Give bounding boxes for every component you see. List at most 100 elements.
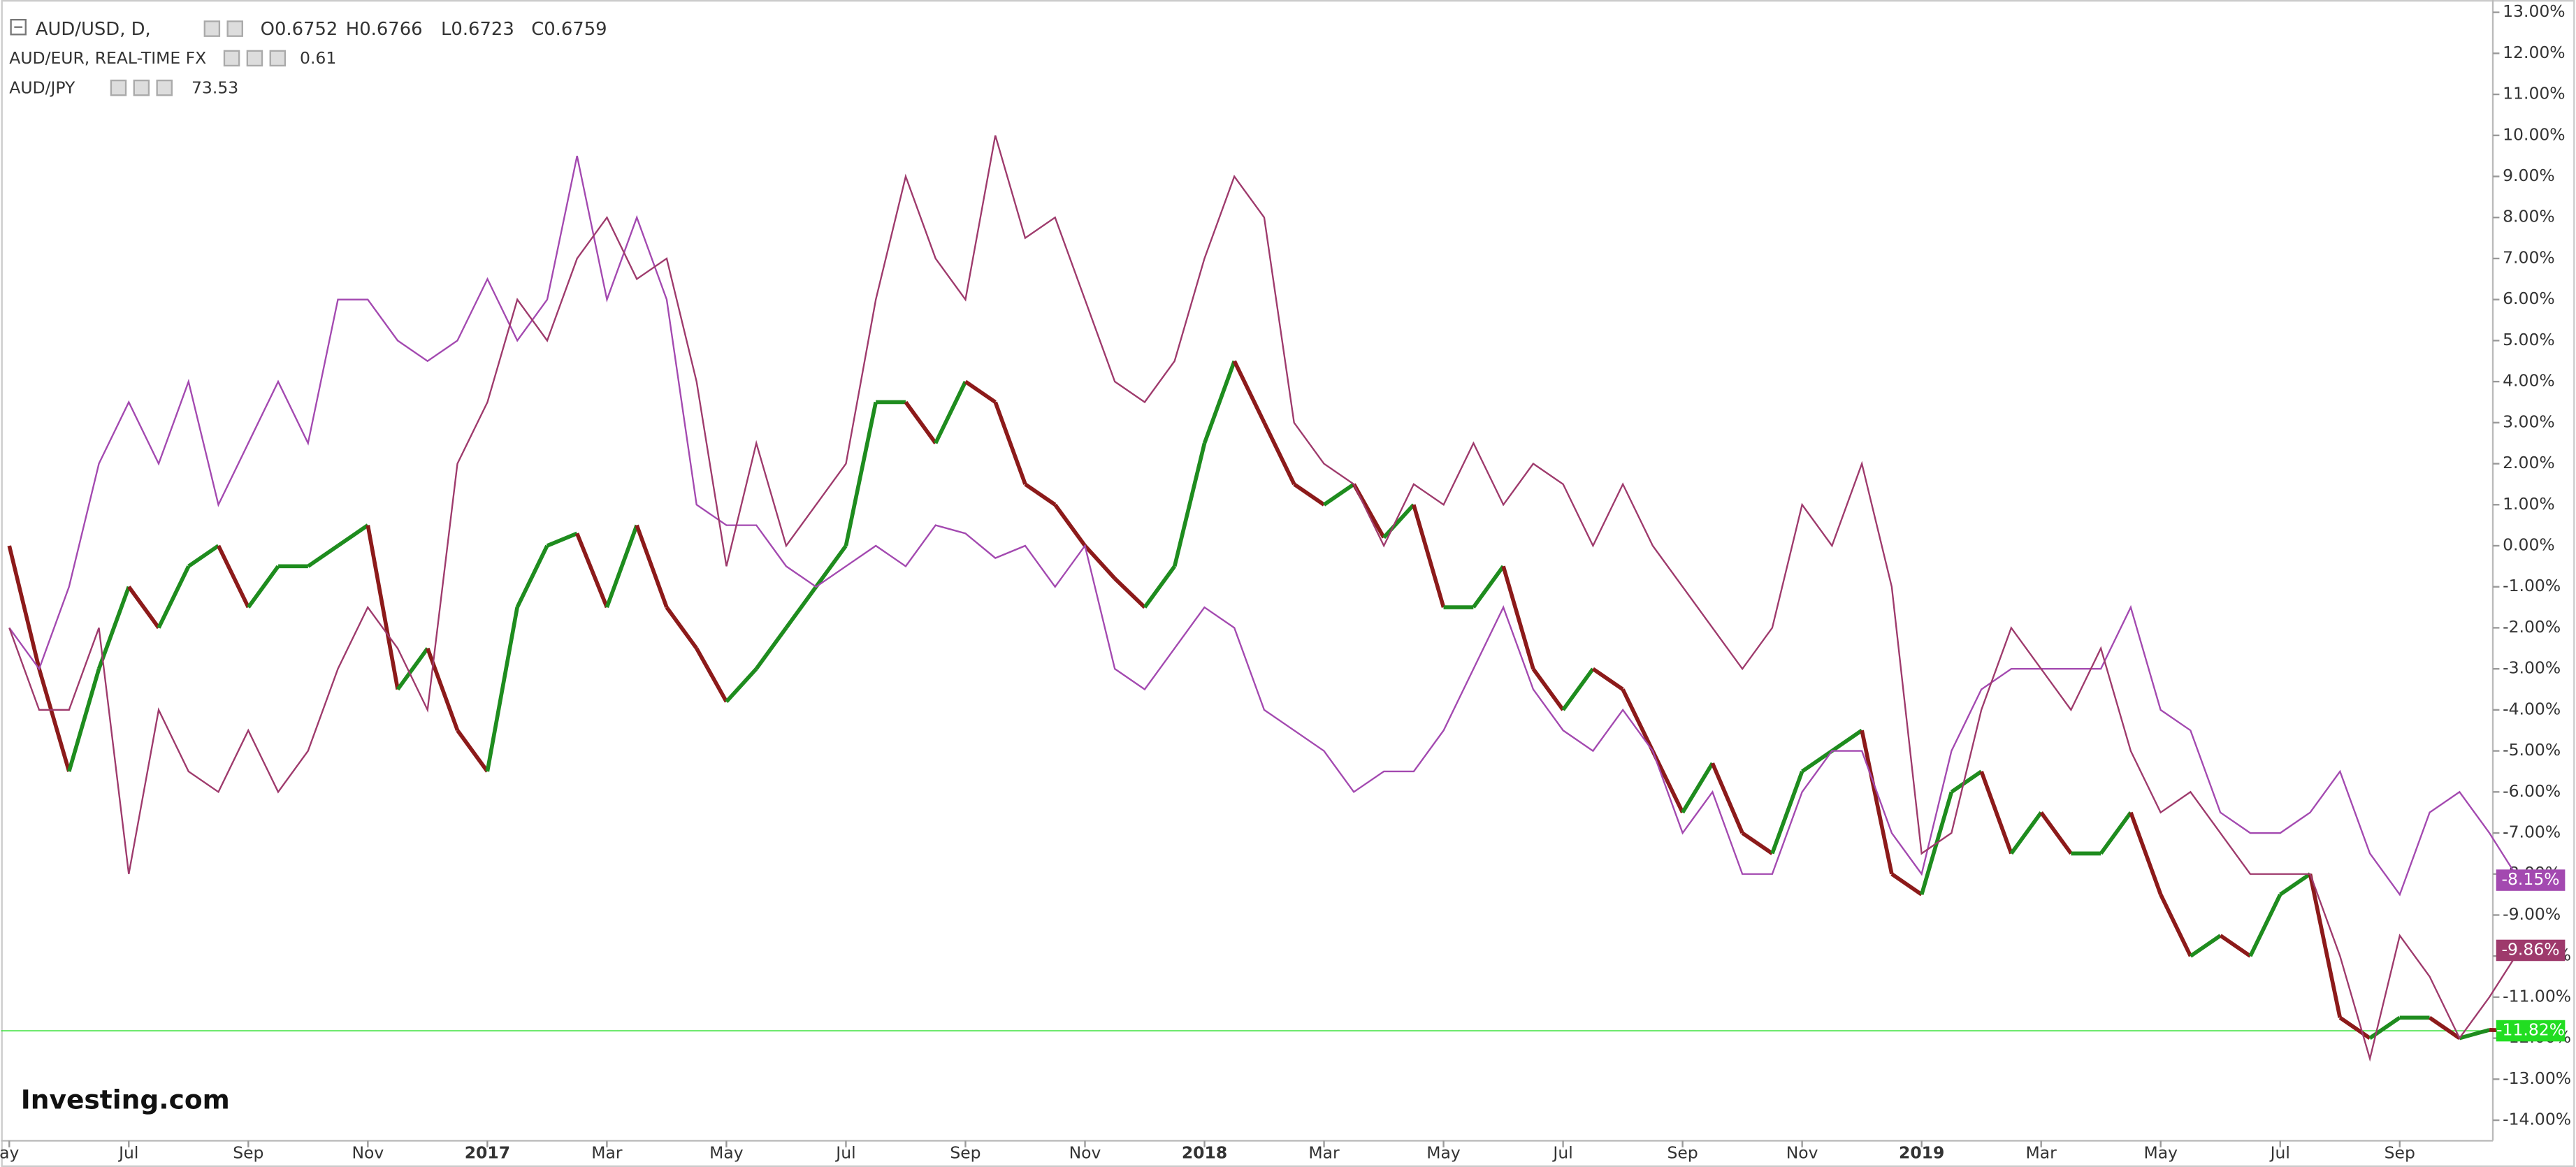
- candle-segment: [1232, 360, 1266, 424]
- y-tick-label: 10.00%: [2503, 124, 2566, 144]
- candle-segment: [1770, 770, 1804, 855]
- candle-segment: [1741, 831, 1774, 855]
- x-tick-label: Mar: [591, 1143, 623, 1163]
- x-tick-label: Mar: [2026, 1143, 2057, 1163]
- candle-segment: [1382, 503, 1415, 539]
- last-value-label: -11.82%: [2496, 1020, 2565, 1040]
- candle-segment: [665, 606, 698, 650]
- y-tick-label: 7.00%: [2503, 247, 2555, 267]
- candle-segment: [1024, 482, 1057, 507]
- y-tick-label: 6.00%: [2503, 289, 2555, 308]
- ohlc-open: O0.6752: [261, 19, 338, 40]
- y-tick-label: 8.00%: [2503, 207, 2555, 226]
- candle-segment: [2428, 1015, 2461, 1040]
- candle-segment: [1053, 503, 1087, 547]
- candle-segment: [1083, 544, 1117, 580]
- candle-segment: [2368, 1015, 2401, 1040]
- candle-segment: [307, 544, 340, 568]
- last-value-tag: [2496, 869, 2566, 891]
- candle-segment: [396, 647, 430, 691]
- logo: Investing.com: [21, 1085, 230, 1115]
- x-tick-label: Nov: [1069, 1143, 1101, 1163]
- candle-segment: [1681, 762, 1714, 814]
- legend: AUD/USD, D, O0.6752 H0.6766 L0.6723 C0.6…: [9, 19, 607, 98]
- x-tick-label: Nov: [1786, 1143, 1818, 1163]
- candle-segment: [2308, 874, 2343, 1018]
- candle-segment: [2338, 1015, 2371, 1040]
- candle-segment: [1801, 749, 1833, 774]
- candle-segment: [2219, 934, 2252, 958]
- last-value-label: -9.86%: [2502, 939, 2560, 959]
- candle-segment: [337, 523, 369, 548]
- remove-button[interactable]: [269, 50, 287, 67]
- hide-button[interactable]: [246, 50, 263, 67]
- settings-button[interactable]: [223, 50, 240, 67]
- candle-segment: [1561, 667, 1595, 711]
- collapse-icon[interactable]: [10, 19, 27, 36]
- candle-segment: [2009, 811, 2043, 855]
- main-symbol: AUD/USD, D,: [36, 19, 151, 40]
- compare-quote: 73.53: [191, 78, 238, 97]
- candle-segment: [1143, 565, 1177, 609]
- ohlc-close: C0.6759: [531, 19, 607, 40]
- y-tick-label: -14.00%: [2503, 1110, 2571, 1129]
- series-line: [8, 155, 2520, 897]
- candle-segment: [2039, 811, 2073, 855]
- candle-segment: [1591, 667, 1624, 691]
- y-tick-label: -4.00%: [2503, 699, 2561, 718]
- candle-segment: [844, 401, 878, 546]
- y-tick-label: 0.00%: [2503, 535, 2555, 554]
- candle-segment: [904, 400, 937, 444]
- candle-segment: [784, 586, 818, 630]
- candle-segment: [96, 586, 131, 670]
- x-tick-label: 2018: [1182, 1143, 1227, 1163]
- candle-segment: [695, 647, 728, 703]
- candle-segment: [2159, 893, 2193, 957]
- remove-button[interactable]: [156, 79, 173, 96]
- candle-segment: [1890, 872, 1923, 897]
- candle-segment: [1262, 421, 1296, 486]
- x-tick-label: 2019: [1899, 1143, 1944, 1163]
- candle-segment: [485, 607, 519, 772]
- candle-segment: [157, 565, 191, 629]
- candle-segment: [217, 544, 250, 609]
- candle-segment: [754, 626, 788, 670]
- candle-segment: [814, 544, 848, 588]
- candle-segment: [2129, 811, 2163, 896]
- candle-segment: [366, 525, 400, 690]
- series-line: [8, 135, 2520, 1062]
- y-tick-label: 2.00%: [2503, 453, 2555, 472]
- x-tick-label: Jul: [2269, 1143, 2290, 1163]
- settings-button[interactable]: [110, 79, 127, 96]
- candle-segment: [575, 532, 609, 609]
- candle-segment: [2279, 872, 2312, 897]
- candle-segment: [1293, 482, 1326, 507]
- candle-segment: [2459, 1028, 2490, 1041]
- candle-segment: [1950, 769, 1983, 794]
- candle-segment: [1472, 565, 1505, 609]
- candle-segment: [2099, 811, 2133, 855]
- x-tick-label: May: [1426, 1143, 1461, 1163]
- ohlc-high: H0.6766: [346, 19, 423, 40]
- ohlc-low: L0.6723: [441, 19, 514, 40]
- candle-segment: [1710, 762, 1744, 834]
- candle-segment: [635, 524, 669, 609]
- y-tick-label: -7.00%: [2503, 822, 2561, 842]
- y-tick-label: -5.00%: [2503, 740, 2561, 760]
- candle-segment: [456, 729, 489, 773]
- y-tick-label: -9.00%: [2503, 904, 2561, 924]
- x-tick-label: Sep: [2385, 1143, 2415, 1163]
- settings-button[interactable]: [203, 20, 221, 37]
- compare-quote: 0.61: [300, 48, 336, 68]
- candle-segment: [1979, 770, 2013, 855]
- y-tick-label: 4.00%: [2503, 371, 2555, 391]
- hide-button[interactable]: [133, 79, 150, 96]
- y-tick-label: -3.00%: [2503, 658, 2561, 678]
- hide-button[interactable]: [226, 20, 243, 37]
- y-tick-label: -2.00%: [2503, 617, 2561, 637]
- candle-segment: [1860, 730, 1894, 875]
- y-tick-label: -13.00%: [2503, 1068, 2571, 1088]
- x-tick-label: Sep: [950, 1143, 981, 1163]
